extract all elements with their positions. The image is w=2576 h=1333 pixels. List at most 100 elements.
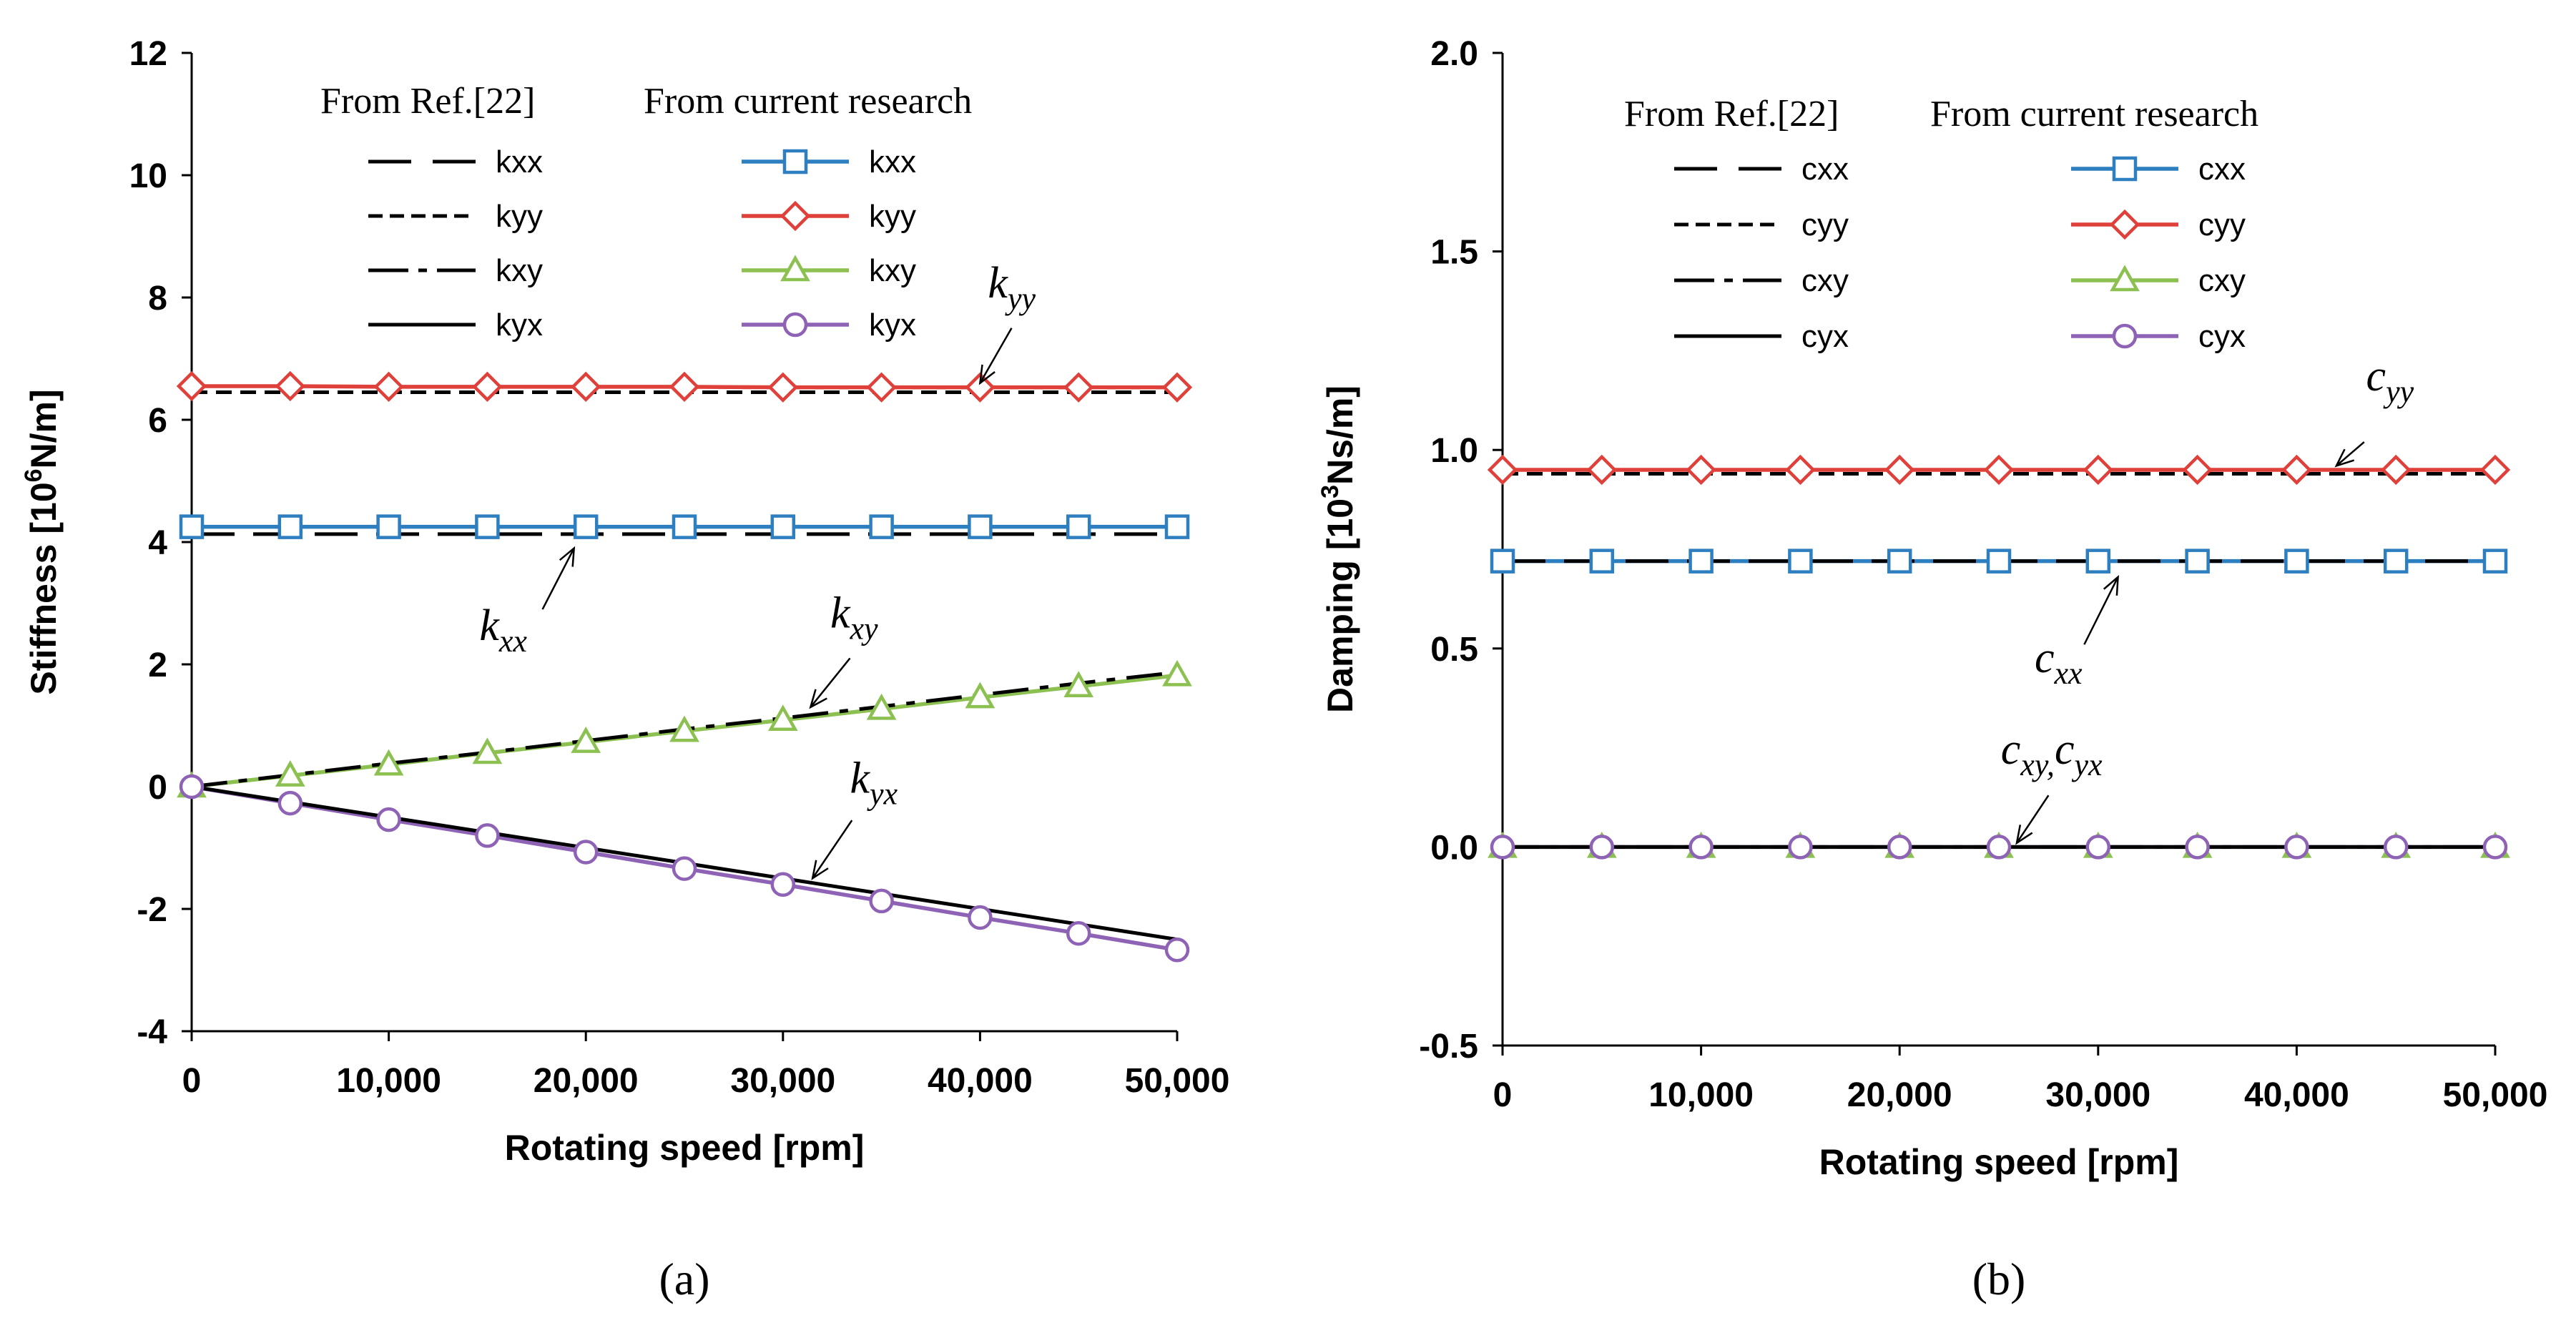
annotation-subscript: yy bbox=[1005, 281, 1036, 316]
annotation-arrow-line bbox=[2083, 576, 2119, 645]
y-tick-label: 2 bbox=[148, 646, 167, 684]
annotation-arrow-head bbox=[2334, 448, 2355, 468]
data-point-kyx bbox=[376, 807, 401, 832]
annotation-kxx: kxx bbox=[479, 601, 527, 659]
annotation-arrow-head bbox=[2103, 574, 2119, 596]
annotation-kyy: kyy bbox=[988, 259, 1036, 316]
annotation-arrow-line bbox=[541, 547, 575, 610]
data-point-kyy bbox=[767, 372, 798, 403]
data-point-cyx bbox=[1986, 835, 2012, 860]
data-point-kyx bbox=[179, 774, 205, 800]
data-point-kyy bbox=[1063, 372, 1094, 403]
data-point-cxx bbox=[1589, 549, 1615, 574]
data-point-kxy bbox=[1063, 671, 1094, 698]
annotation-subscript: xx bbox=[2053, 656, 2083, 691]
data-point-kxx bbox=[1066, 514, 1091, 539]
y-axis-label-part: Damping [10 bbox=[1320, 498, 1360, 713]
annotation-arrow-line bbox=[810, 657, 851, 708]
data-point-cyy bbox=[1785, 454, 1816, 486]
legend-marker-cyx bbox=[2112, 323, 2138, 349]
data-point-kxy bbox=[866, 693, 897, 720]
data-point-cyy bbox=[1586, 454, 1617, 486]
chart-stiffness: -4 -2 0 2 4 6 8 10 12 0 10,000 20,000 30,000 40,000 50… bbox=[20, 35, 1229, 1304]
annotation-arrow-head bbox=[809, 689, 827, 709]
data-point-cxx bbox=[1788, 549, 1813, 574]
annotation-arrow-line bbox=[2336, 441, 2365, 467]
x-axis-label: Rotating speed [rpm] bbox=[1819, 1142, 2179, 1182]
data-point-cyy bbox=[1983, 454, 2015, 486]
data-point-kxx bbox=[968, 514, 993, 539]
data-point-cyx bbox=[2284, 835, 2309, 860]
legend-label-current-kyx: kyx bbox=[869, 308, 916, 343]
y-tick-label: 8 bbox=[148, 280, 167, 318]
data-point-kyy bbox=[275, 370, 305, 402]
data-point-cxx bbox=[2185, 549, 2210, 574]
legend-label-current-kxy: kxy bbox=[869, 253, 916, 288]
data-point-kxx bbox=[475, 514, 500, 539]
annotation-subscript: xy, bbox=[2020, 747, 2055, 782]
x-tick-label: 0 bbox=[1493, 1076, 1513, 1114]
x-tick-label: 0 bbox=[182, 1062, 202, 1100]
legend-label-current-cyx: cyx bbox=[2198, 319, 2246, 354]
data-point-cyy bbox=[2381, 454, 2412, 486]
data-point-kyx bbox=[770, 872, 796, 897]
data-point-cyx bbox=[2482, 835, 2508, 860]
data-point-kyy bbox=[669, 371, 700, 403]
x-tick-label: 10,000 bbox=[336, 1062, 441, 1100]
data-point-kyx bbox=[672, 856, 697, 881]
data-point-kxx bbox=[672, 514, 697, 539]
x-tick-label: 40,000 bbox=[928, 1062, 1033, 1100]
annotation-arrow-head bbox=[978, 364, 996, 385]
data-point-kyx bbox=[573, 840, 599, 865]
series-markers-cxx bbox=[1490, 549, 2508, 574]
x-tick-label: 50,000 bbox=[2443, 1076, 2548, 1114]
legend-label-current-kxx: kxx bbox=[869, 144, 916, 179]
data-point-kyy bbox=[571, 371, 601, 403]
y-tick-label: 10 bbox=[129, 157, 167, 195]
data-point-kyx bbox=[277, 790, 303, 816]
annotation-cxy,: cxy,cyx bbox=[2001, 725, 2103, 782]
annotation-subscript: xy bbox=[849, 611, 878, 646]
x-tick-label: 40,000 bbox=[2244, 1076, 2349, 1114]
annotation-base: c bbox=[2001, 725, 2021, 774]
data-point-kxy bbox=[472, 737, 503, 764]
annotation-base: c bbox=[2035, 634, 2055, 682]
legend-label-ref-kxx: kxx bbox=[496, 144, 543, 179]
legend-header-ref: From Ref.[22] bbox=[320, 81, 535, 122]
annotation-arrow-head bbox=[559, 546, 576, 567]
legend-marker-kxy bbox=[780, 255, 810, 282]
legend-marker-cxx bbox=[2112, 156, 2138, 182]
y-tick-label: 2.0 bbox=[1430, 35, 1478, 73]
series-markers-kyx bbox=[179, 774, 1190, 963]
data-point-cxx bbox=[2383, 549, 2409, 574]
annotation-arrow-head bbox=[2015, 825, 2033, 845]
y-tick-label: 0 bbox=[148, 769, 167, 807]
series-markers-kxx bbox=[179, 514, 1190, 539]
chart-damping: -0.5 0.0 0.5 1.0 1.5 2.0 0 10,000 20,000 30,000 40… bbox=[1317, 35, 2548, 1304]
y-axis-label-part: N/m] bbox=[24, 389, 64, 468]
data-point-kxx bbox=[376, 514, 401, 539]
y-axis-label-exponent: 6 bbox=[20, 468, 47, 482]
data-point-kxy bbox=[669, 715, 699, 742]
y-tick-label: 4 bbox=[148, 524, 167, 562]
data-point-cyy bbox=[1884, 454, 1915, 486]
legend-label-ref-kyx: kyx bbox=[496, 308, 543, 343]
annotation-base: k bbox=[850, 754, 871, 803]
legend-header-current: From current research bbox=[1930, 94, 2258, 134]
legend-label-ref-cxy: cxy bbox=[1801, 263, 1849, 298]
data-point-cxx bbox=[1688, 549, 1714, 574]
annotation-subscript: xx bbox=[498, 624, 528, 659]
y-tick-label: -0.5 bbox=[1419, 1028, 1478, 1066]
legend-label-ref-cxx: cxx bbox=[1801, 152, 1849, 187]
y-axis-label-exponent: 3 bbox=[1317, 485, 1344, 498]
data-point-cxx bbox=[2284, 549, 2309, 574]
annotation-arrow-line bbox=[979, 328, 1013, 384]
data-point-kxy bbox=[767, 704, 798, 732]
x-tick-label: 20,000 bbox=[1847, 1076, 1952, 1114]
annotation-arrow-head bbox=[811, 860, 829, 880]
data-point-cyy bbox=[2083, 454, 2113, 486]
data-point-kxy bbox=[571, 727, 601, 753]
annotation-base: k bbox=[830, 589, 851, 638]
series-markers-cyx bbox=[1490, 835, 2508, 860]
